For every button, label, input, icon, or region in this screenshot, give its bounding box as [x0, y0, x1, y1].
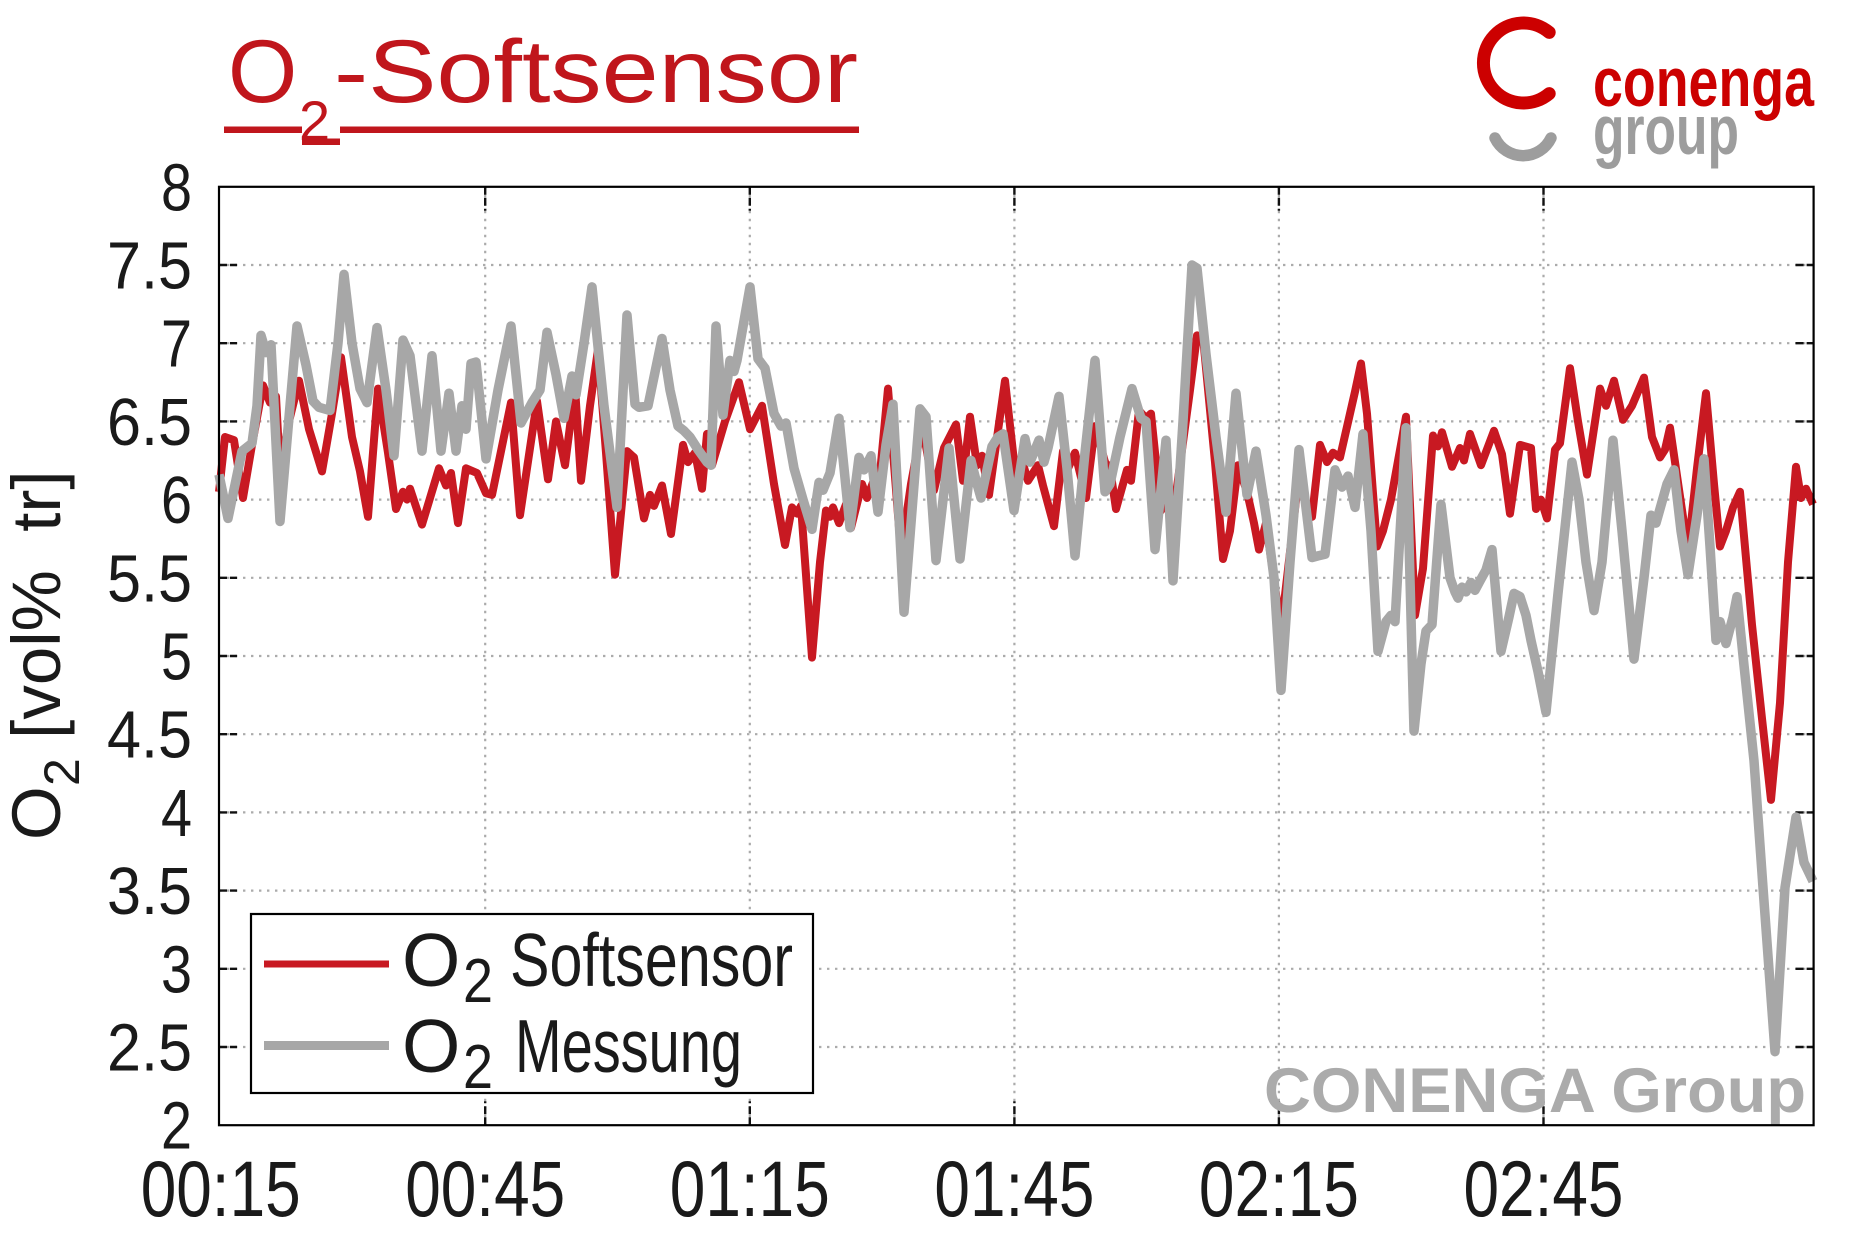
svg-text:4: 4	[161, 776, 192, 851]
svg-text:8: 8	[161, 150, 192, 225]
svg-text:6: 6	[161, 463, 192, 538]
svg-text:3.5: 3.5	[107, 854, 192, 929]
svg-text:2: 2	[463, 947, 493, 1016]
svg-text:02:45: 02:45	[1464, 1144, 1624, 1233]
svg-text:00:15: 00:15	[141, 1144, 301, 1233]
svg-text:2.5: 2.5	[107, 1011, 192, 1086]
svg-text:2: 2	[161, 1089, 192, 1164]
svg-text:O: O	[402, 1004, 460, 1088]
svg-text:conenga: conenga	[1593, 43, 1815, 121]
svg-text:5.5: 5.5	[107, 541, 192, 616]
svg-text:Softsensor: Softsensor	[510, 918, 793, 1002]
svg-text:[vol% tr]: [vol% tr]	[0, 470, 75, 758]
svg-text:-Softsensor: -Softsensor	[334, 21, 858, 121]
svg-text:01:15: 01:15	[670, 1144, 830, 1233]
svg-text:3: 3	[161, 932, 192, 1007]
svg-text:5: 5	[161, 620, 192, 695]
svg-text:7.5: 7.5	[107, 229, 192, 304]
svg-text:4.5: 4.5	[107, 698, 192, 773]
svg-text:O: O	[228, 21, 297, 121]
svg-text:O: O	[402, 918, 460, 1002]
svg-text:02:15: 02:15	[1199, 1144, 1359, 1233]
svg-text:CONENGA Group: CONENGA Group	[1264, 1056, 1806, 1126]
svg-text:group: group	[1593, 91, 1739, 169]
svg-text:O: O	[0, 786, 75, 840]
svg-text:6.5: 6.5	[107, 385, 192, 460]
svg-text:2: 2	[463, 1033, 493, 1102]
svg-text:Messung: Messung	[515, 1004, 742, 1088]
svg-text:01:45: 01:45	[934, 1144, 1094, 1233]
svg-text:2: 2	[34, 758, 90, 786]
svg-text:7: 7	[161, 307, 192, 382]
svg-text:00:45: 00:45	[405, 1144, 565, 1233]
